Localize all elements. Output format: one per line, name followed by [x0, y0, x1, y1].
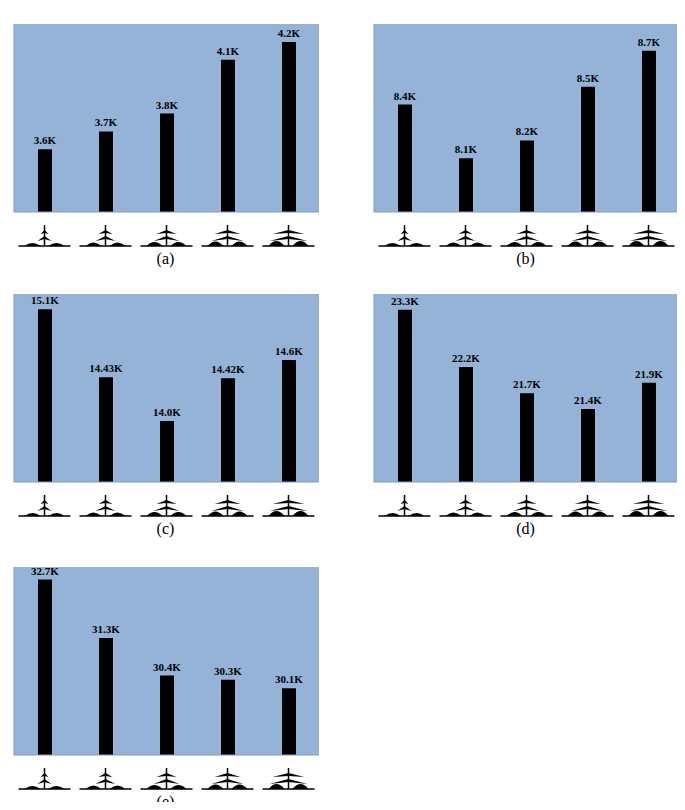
svg-text:30.4K: 30.4K	[153, 661, 181, 673]
svg-text:21.7K: 21.7K	[513, 378, 541, 390]
html-text:(a): (a)	[156, 250, 175, 267]
svg-text:8.2K: 8.2K	[516, 125, 539, 137]
svg-text:3.6K: 3.6K	[34, 134, 57, 146]
svg-text:3.8K: 3.8K	[156, 99, 179, 111]
svg-text:30.3K: 30.3K	[214, 665, 242, 677]
svg-text:30.1K: 30.1K	[275, 673, 303, 685]
svg-text:15.1K: 15.1K	[31, 294, 59, 306]
html-text:(d): (d)	[516, 520, 535, 537]
svg-text:14.42K: 14.42K	[211, 363, 245, 375]
svg-text:8.5K: 8.5K	[577, 72, 600, 84]
svg-text:14.6K: 14.6K	[275, 345, 303, 357]
svg-text:14.0K: 14.0K	[153, 406, 181, 418]
html-text:(e): (e)	[156, 793, 175, 810]
svg-text:22.2K: 22.2K	[452, 352, 480, 364]
svg-text:23.3K: 23.3K	[391, 295, 419, 307]
svg-text:32.7K: 32.7K	[31, 565, 59, 577]
svg-text:21.9K: 21.9K	[635, 368, 663, 380]
svg-text:8.1K: 8.1K	[455, 143, 478, 155]
svg-text:4.2K: 4.2K	[278, 27, 301, 39]
svg-text:14.43K: 14.43K	[89, 362, 123, 374]
html-text:(c): (c)	[156, 520, 175, 537]
svg-text:3.7K: 3.7K	[95, 116, 118, 128]
svg-text:8.7K: 8.7K	[638, 36, 661, 48]
svg-text:4.1K: 4.1K	[217, 45, 240, 57]
svg-text:31.3K: 31.3K	[92, 623, 120, 635]
svg-text:21.4K: 21.4K	[574, 394, 602, 406]
svg-text:8.4K: 8.4K	[394, 90, 417, 102]
html-text:(b): (b)	[516, 250, 535, 267]
